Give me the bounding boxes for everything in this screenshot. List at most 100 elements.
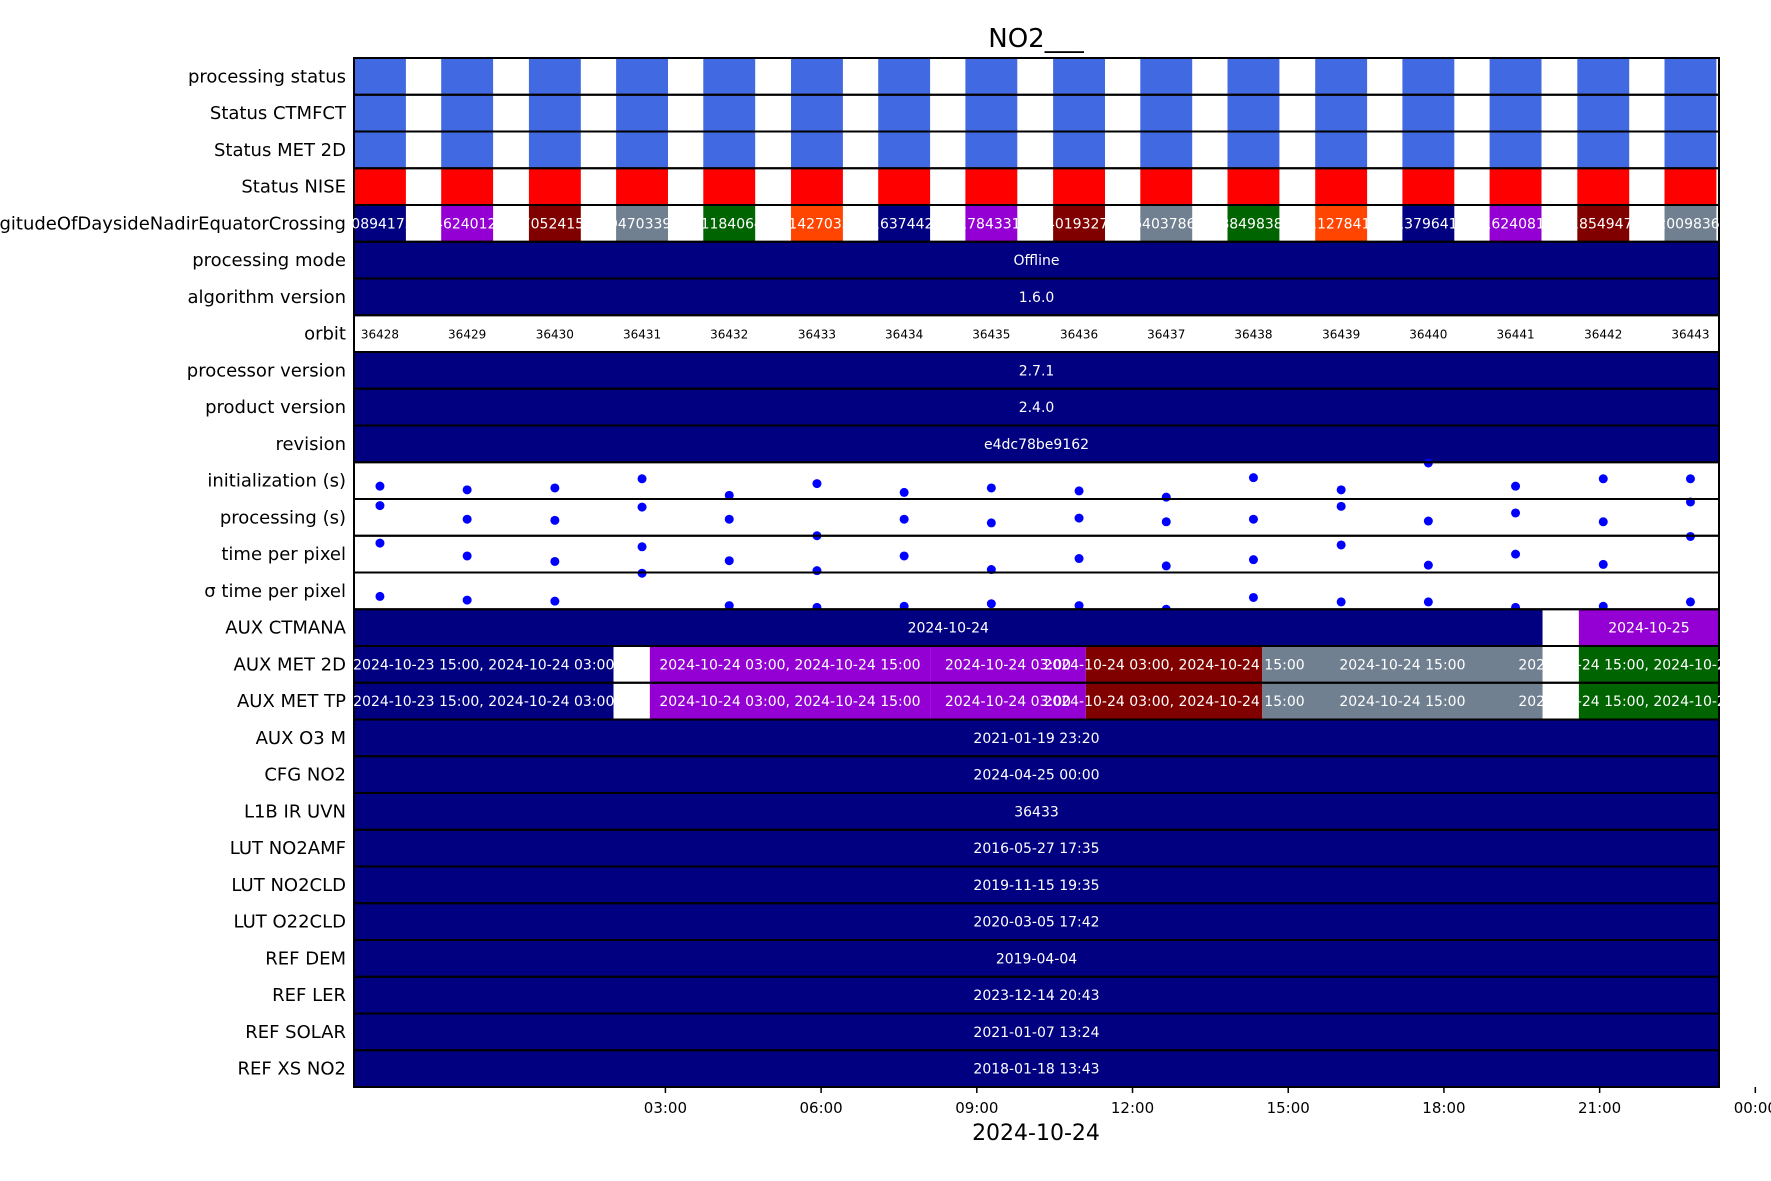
data-point (1248, 592, 1258, 602)
granule-cell (1140, 58, 1193, 95)
orbit-number-label: 36440 (1409, 328, 1447, 342)
orbit-number-label: 36436 (1060, 328, 1098, 342)
orbit-number-label: 36441 (1496, 328, 1534, 342)
granule-cell (1577, 205, 1630, 242)
granule-cell (616, 131, 669, 169)
granule-cell (1227, 205, 1280, 242)
granule-cell (1315, 205, 1368, 242)
granule-cell (528, 205, 581, 242)
granule-cell (703, 58, 756, 95)
data-point (375, 538, 385, 548)
granule-value-label: -40193276 (1041, 216, 1117, 232)
span-cell (354, 352, 1719, 389)
granule-cell (965, 131, 1018, 169)
segment-cell (1578, 609, 1719, 646)
granule-cell (1664, 58, 1717, 95)
data-point (1336, 485, 1346, 495)
row-label: AUX MET TP (237, 691, 346, 712)
row-dividers (353, 57, 1720, 1088)
data-point (550, 515, 560, 525)
segment-value-label: 2024-10-24 03:00, 2024-10-24 15:00 (1043, 694, 1304, 710)
segment-cell (930, 646, 1086, 683)
granule-cell (616, 168, 669, 205)
granule-value-label: -20098364 (1652, 216, 1728, 232)
data-point (375, 481, 385, 491)
span-cell (354, 903, 1719, 940)
granule-cell (1664, 94, 1717, 132)
data-point (462, 551, 472, 561)
granule-cell (791, 205, 843, 242)
row-label: LUT O22CLD (233, 912, 346, 933)
segment-cell (649, 646, 931, 683)
granule-cell (1402, 168, 1455, 205)
granule-cell (703, 205, 756, 242)
granule-cell (878, 205, 931, 242)
data-point (375, 591, 385, 601)
granule-value-label: -16240812 (1477, 216, 1553, 232)
x-tick-label: 09:00 (955, 1099, 998, 1117)
granule-cell (1664, 131, 1717, 169)
data-point (986, 599, 996, 609)
orbit-number-label: 36433 (798, 328, 836, 342)
granule-cell (1140, 131, 1193, 169)
segment-cell (1262, 682, 1543, 720)
granule-cell (1402, 94, 1455, 132)
row-label: algorithm version (187, 287, 346, 308)
orbit-number-label: 36435 (972, 328, 1010, 342)
span-cell (354, 829, 1719, 867)
row-label: processing mode (192, 250, 346, 271)
data-point (724, 490, 734, 500)
span-value-label: 2.7.1 (1019, 363, 1055, 379)
granule-cell (616, 205, 669, 242)
data-point (1336, 501, 1346, 511)
span-cell (354, 940, 1719, 977)
data-point (986, 518, 996, 528)
data-point (1598, 559, 1608, 569)
data-point (550, 483, 560, 493)
data-point (462, 514, 472, 524)
span-value-label: 1.6.0 (1019, 290, 1055, 306)
row-label: revision (275, 434, 346, 455)
span-value-label: 2018-01-18 13:43 (973, 1062, 1099, 1078)
data-point (1336, 540, 1346, 550)
orbit-number-label: 36428 (361, 328, 399, 342)
data-point (1511, 508, 1521, 518)
x-axis-label: 2024-10-24 (972, 1121, 1100, 1146)
granule-cell (703, 94, 756, 132)
granule-cell (965, 58, 1018, 95)
x-tick-label: 06:00 (799, 1099, 842, 1117)
segment-value-label: 2024-10-23 15:00, 2024-10-24 03:00 (353, 694, 614, 710)
granule-value-label: -46240128 (429, 216, 505, 232)
data-point (1248, 514, 1258, 524)
data-point (1685, 597, 1695, 607)
row-divider (353, 498, 1720, 537)
data-point (1161, 517, 1171, 527)
segment-cell (354, 609, 1543, 646)
granule-value-label: -1184064 (696, 216, 763, 232)
data-point (812, 566, 822, 576)
span-value-label: 2016-05-27 17:35 (973, 841, 1099, 857)
data-point (1511, 481, 1521, 491)
segment-value-label: 2024-10-24 15:00, 2024-10-25 03:00 (1518, 694, 1771, 710)
span-cell (354, 866, 1719, 904)
orbit-number-label: 36442 (1584, 328, 1622, 342)
granule-cell (1053, 168, 1106, 205)
chart-cell-labels: -0894175 -46240128 -70524150 -94703395 -1184… (346, 216, 1771, 1077)
row-label: LUT NO2AMF (230, 838, 346, 859)
granule-cell (528, 131, 581, 169)
row-label: Status CTMFCT (210, 103, 347, 124)
granule-cell (1315, 94, 1368, 132)
data-point (899, 487, 909, 497)
data-point (1598, 517, 1608, 527)
span-value-label: 2021-01-07 13:24 (973, 1025, 1099, 1041)
granule-cell (1053, 58, 1106, 95)
orbit-number-label: 36443 (1671, 328, 1709, 342)
data-point (899, 551, 909, 561)
chart-cells (354, 58, 1719, 1087)
row-label: AUX MET 2D (234, 654, 346, 675)
granule-value-label: -94703395 (604, 216, 680, 232)
x-tick-label: 21:00 (1578, 1099, 1621, 1117)
granule-cell (441, 168, 494, 205)
